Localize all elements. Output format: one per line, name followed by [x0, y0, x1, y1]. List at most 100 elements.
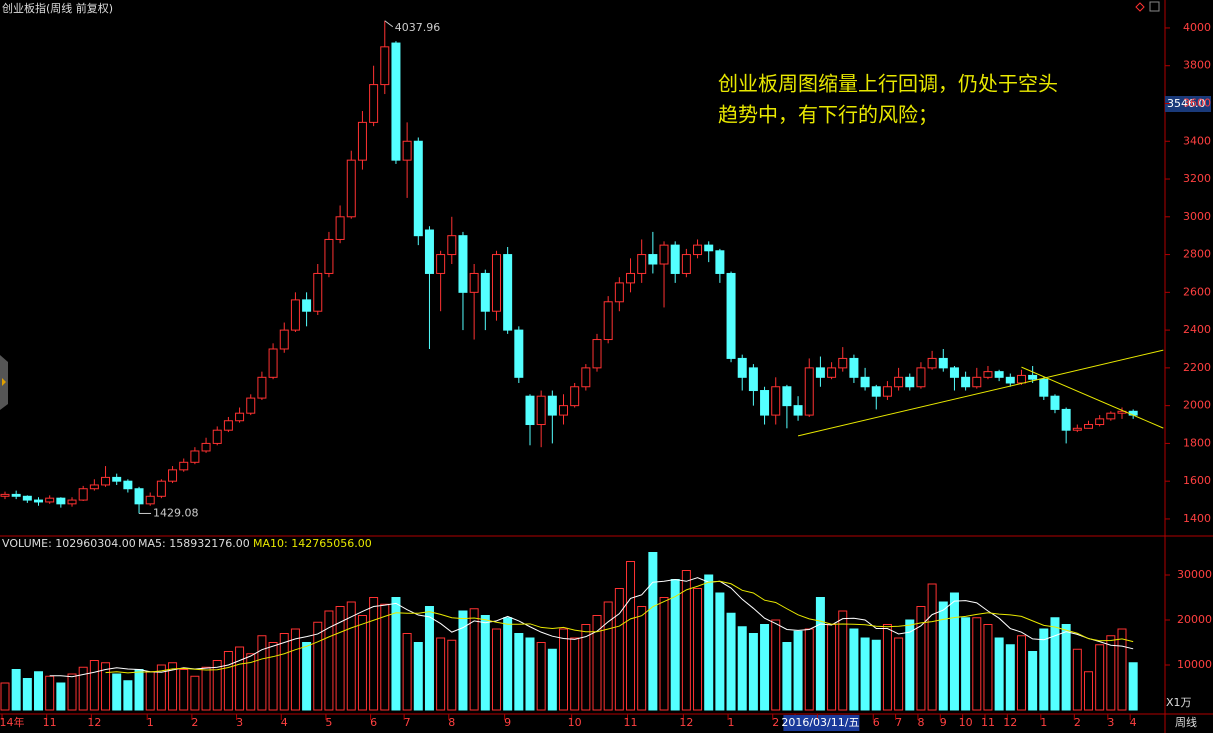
candle-body — [123, 480, 133, 490]
candle-body — [916, 367, 926, 388]
volume-ma — [105, 580, 1134, 674]
candle-body — [961, 376, 971, 388]
candle-body — [938, 357, 948, 369]
annotation: 创业板周图缩量上行回调，仍处于空头 — [718, 72, 1058, 96]
volume-bar — [402, 632, 412, 711]
volume-bar — [413, 641, 423, 711]
volume-bar — [693, 587, 703, 711]
candle-body — [782, 386, 792, 407]
volume-bar — [681, 569, 691, 711]
volume-bar — [894, 637, 904, 711]
candle-body — [815, 367, 825, 378]
candle-body — [469, 272, 479, 293]
volume-bar — [592, 614, 602, 711]
candle-body — [648, 254, 658, 265]
x-tick-label: 3 — [1107, 716, 1114, 729]
volume-bar — [581, 623, 591, 711]
candle-body — [681, 254, 691, 274]
candle-body — [726, 272, 736, 359]
volume-bar — [391, 596, 401, 711]
candle-body — [670, 244, 680, 274]
y-tick-label: 2600 — [1183, 285, 1211, 298]
candle-body — [45, 497, 55, 503]
y-tick-label: 2400 — [1183, 323, 1211, 336]
candle-body — [1106, 412, 1116, 420]
diamond-icon[interactable] — [1135, 2, 1145, 12]
candle-body — [201, 442, 211, 452]
candle-body — [324, 238, 334, 274]
candle-body — [614, 282, 624, 303]
volume-bar — [11, 668, 21, 711]
candle-body — [525, 395, 535, 426]
volume-bar — [346, 601, 356, 711]
candle-body — [871, 386, 881, 397]
candle-body — [514, 329, 524, 378]
candle-body — [369, 84, 379, 123]
candle-body — [849, 357, 859, 378]
volume-bar — [637, 605, 647, 711]
candle-body — [659, 244, 669, 265]
volume-bar — [424, 605, 434, 711]
volume-bar — [503, 617, 513, 711]
candle-body — [704, 244, 714, 252]
candle-body — [179, 461, 189, 471]
volume-bar — [436, 637, 446, 711]
volume-ma — [49, 577, 1134, 678]
volume-bar — [201, 666, 211, 711]
volume-bar — [246, 653, 256, 711]
x-tick-label: 5 — [325, 716, 332, 729]
x-tick-label: 12 — [1003, 716, 1017, 729]
candle-body — [11, 493, 21, 497]
candle-body — [134, 488, 144, 505]
volume-bar — [514, 632, 524, 711]
candle-body — [279, 329, 289, 350]
x-tick-label: 2014年 — [0, 715, 25, 729]
volume-bar — [1128, 662, 1138, 711]
volume-bar — [614, 587, 624, 711]
volume-bar — [380, 603, 390, 711]
volume-bar — [56, 682, 66, 711]
candle-body — [223, 420, 233, 431]
high-pointer — [384, 20, 394, 28]
volume-bar — [648, 551, 658, 711]
volume-bar — [771, 619, 781, 711]
volume-bar — [1061, 623, 1071, 711]
volume-bar — [603, 601, 613, 711]
period-label: 周线 — [1175, 715, 1197, 729]
x-tick-label: 1 — [728, 716, 735, 729]
volume-bar — [961, 617, 971, 711]
volume-bar — [536, 641, 546, 711]
volume-bar — [313, 621, 323, 711]
candle-body — [89, 484, 99, 490]
volume-bar — [782, 641, 792, 711]
volume-header: VOLUME: 102960304.00 — [2, 537, 136, 550]
volume-bar — [659, 596, 669, 711]
ma10-header: MA10: 142765056.00 — [253, 537, 372, 550]
y-tick-label: 3600 — [1183, 96, 1211, 109]
candle-body — [56, 497, 66, 505]
candle-body — [860, 376, 870, 388]
candle-body — [949, 367, 959, 378]
x-tick-label: 7 — [404, 716, 411, 729]
volume-bar — [559, 628, 568, 711]
candle-body — [1061, 408, 1071, 431]
volume-bar — [101, 662, 111, 711]
volume-bar — [1039, 628, 1049, 711]
volume-bar — [570, 637, 580, 711]
candle-body — [536, 395, 546, 426]
volume-bar — [145, 671, 155, 711]
volume-bar — [882, 623, 892, 711]
box-icon[interactable] — [1149, 1, 1160, 12]
y-tick-label: 1400 — [1183, 512, 1211, 525]
volume-bar — [1095, 644, 1105, 711]
volume-bar — [235, 646, 245, 711]
price-label: 3546.0 — [1167, 97, 1206, 110]
candle-body — [882, 386, 892, 397]
candle-body — [22, 495, 32, 501]
volume-bar — [357, 614, 367, 711]
volume-bar — [34, 671, 44, 711]
candle-body — [592, 339, 602, 369]
x-tick-label: 2 — [191, 716, 198, 729]
candle-body — [760, 390, 770, 416]
